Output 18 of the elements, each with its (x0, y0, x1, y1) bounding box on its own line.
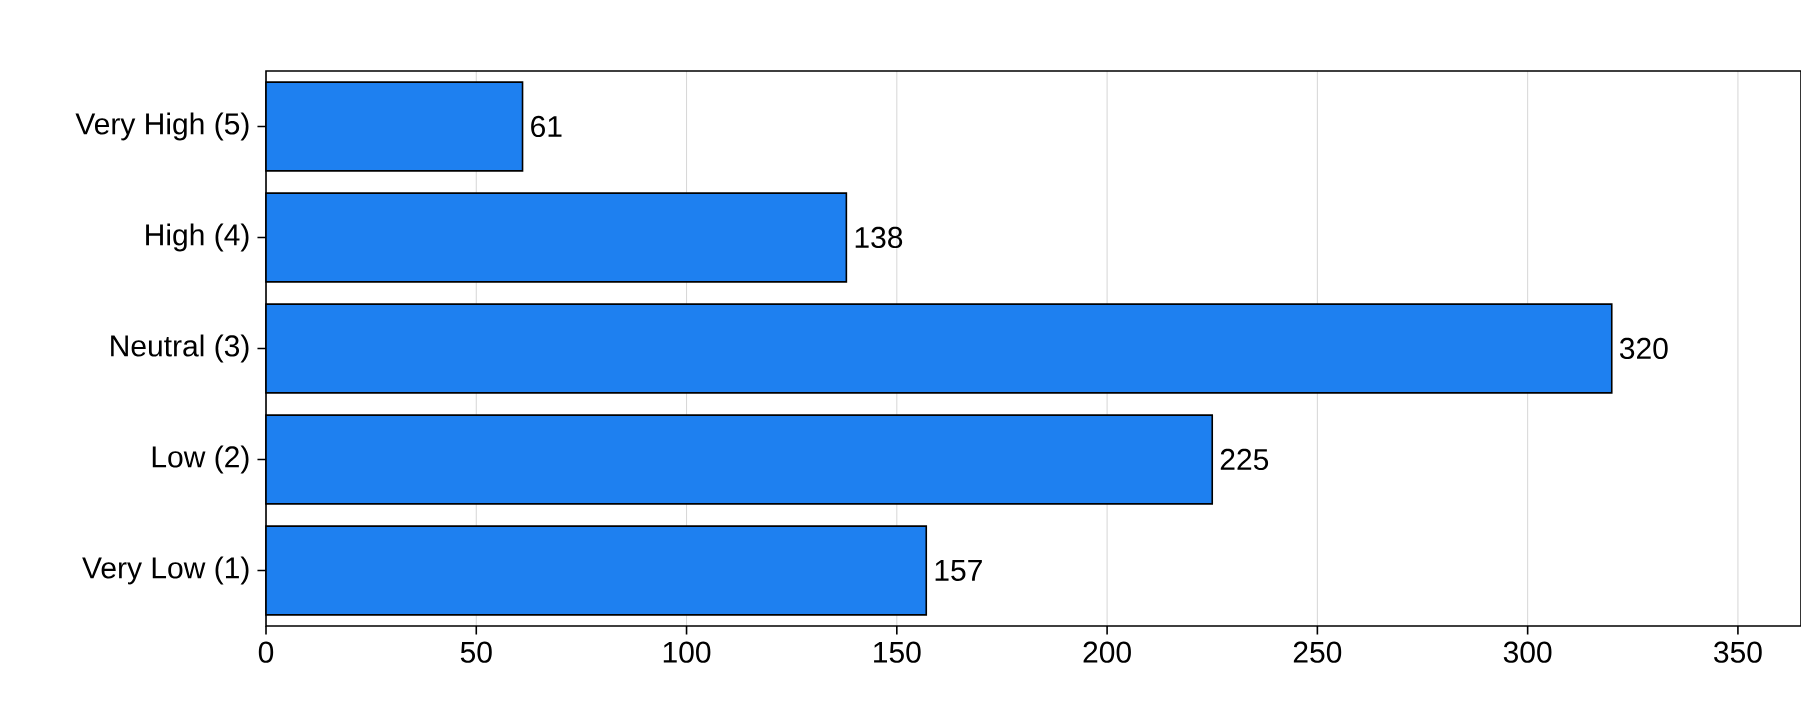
x-tick-label: 0 (258, 641, 274, 663)
data-label: 157 (935, 560, 982, 581)
x-tick-label: 100 (663, 641, 711, 663)
data-label: 61 (531, 115, 562, 138)
data-label: 138 (855, 226, 903, 249)
x-tick-label: 200 (1083, 641, 1131, 663)
x-tick-label: 50 (460, 641, 492, 663)
y-tick-label: Very Low (1) (82, 556, 249, 585)
x-tick-label: 300 (1503, 641, 1552, 663)
y-tick-label: Very High (5) (75, 112, 249, 141)
x-tick-label: 250 (1293, 641, 1342, 663)
y-tick-label: Low (2) (152, 445, 249, 474)
y-tick-label: Neutral (3) (111, 334, 249, 363)
data-label: 320 (1619, 337, 1668, 360)
data-label: 225 (1220, 448, 1269, 471)
x-tick-label: 350 (1714, 641, 1762, 663)
y-tick-label: High (4) (146, 223, 249, 252)
x-tick-label: 150 (874, 641, 921, 663)
